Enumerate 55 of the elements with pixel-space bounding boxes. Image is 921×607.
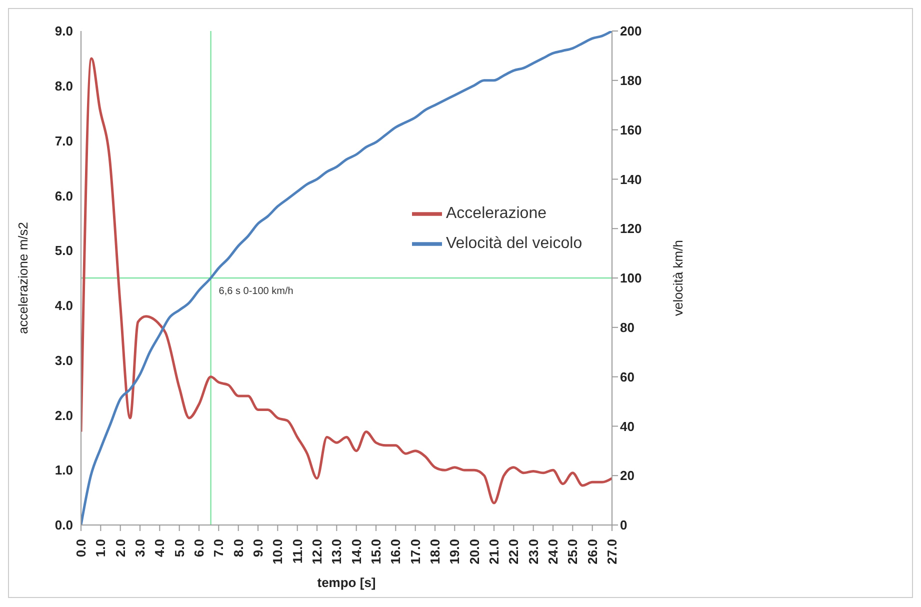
y2-tick-label: 0 [620, 518, 628, 533]
x-tick-label: 9.0 [250, 539, 266, 558]
ref-line-label: 6,6 s 0-100 km/h [218, 286, 294, 297]
y-tick-label: 1.0 [54, 462, 73, 478]
x-tick-label: 20.0 [466, 539, 482, 564]
x-tick-label: 10.0 [270, 539, 286, 564]
legend-label: Velocità del veicolo [446, 235, 582, 252]
x-tick-label: 12.0 [310, 539, 324, 564]
x-tick-label: 11.0 [290, 539, 305, 564]
x-tick-label: 24.0 [546, 539, 560, 564]
x-tick-label: 1.0 [93, 539, 108, 558]
y-tick-label: 2.0 [54, 408, 73, 423]
x-tick-label: 4.0 [152, 539, 168, 558]
y-tick-label: 8.0 [54, 78, 73, 94]
x-tick-label: 8.0 [230, 539, 246, 558]
y2-tick-label: 180 [620, 73, 642, 88]
y-tick-label: 3.0 [54, 352, 73, 368]
y-tick-label: 6.0 [54, 188, 73, 204]
y-tick-label: 5.0 [54, 243, 73, 258]
x-tick-label: 21.0 [486, 539, 502, 564]
y2-tick-label: 160 [620, 122, 642, 138]
y2-axis-title: velocità km/h [670, 240, 686, 316]
x-tick-label: 3.0 [132, 539, 148, 558]
y-tick-label: 7.0 [54, 133, 73, 148]
y-tick-label: 9.0 [54, 24, 73, 39]
x-tick-label: 14.0 [348, 539, 364, 564]
x-tick-label: 6.0 [192, 539, 206, 558]
x-tick-label: 13.0 [329, 539, 344, 564]
x-tick-label: 26.0 [584, 539, 600, 564]
y2-tick-label: 100 [620, 270, 642, 286]
x-tick-label: 7.0 [211, 539, 226, 558]
y2-tick-label: 60 [620, 369, 634, 384]
x-tick-label: 0.0 [74, 539, 88, 558]
y-tick-label: 0.0 [54, 518, 73, 533]
x-tick-label: 16.0 [388, 539, 404, 564]
x-tick-label: 2.0 [112, 539, 128, 558]
y2-tick-label: 40 [620, 418, 634, 434]
x-tick-label: 22.0 [506, 539, 522, 564]
y2-tick-label: 20 [620, 468, 634, 484]
y2-tick-label: 120 [620, 221, 642, 236]
y-axis-title: accelerazione m/s2 [16, 222, 31, 334]
legend-label: Accelerazione [446, 205, 546, 222]
y2-tick-label: 140 [620, 172, 642, 187]
y2-tick-label: 80 [620, 320, 634, 336]
x-tick-label: 17.0 [408, 539, 423, 564]
x-tick-label: 25.0 [565, 539, 580, 564]
x-tick-label: 5.0 [172, 539, 187, 558]
x-tick-label: 19.0 [447, 539, 462, 564]
x-axis-title: tempo [s] [317, 575, 376, 590]
x-tick-label: 18.0 [428, 539, 442, 564]
x-tick-label: 15.0 [368, 539, 384, 564]
y-tick-label: 4.0 [54, 298, 73, 314]
y2-tick-label: 200 [620, 24, 642, 39]
x-tick-label: 23.0 [526, 539, 541, 564]
x-tick-label: 27.0 [604, 539, 620, 564]
